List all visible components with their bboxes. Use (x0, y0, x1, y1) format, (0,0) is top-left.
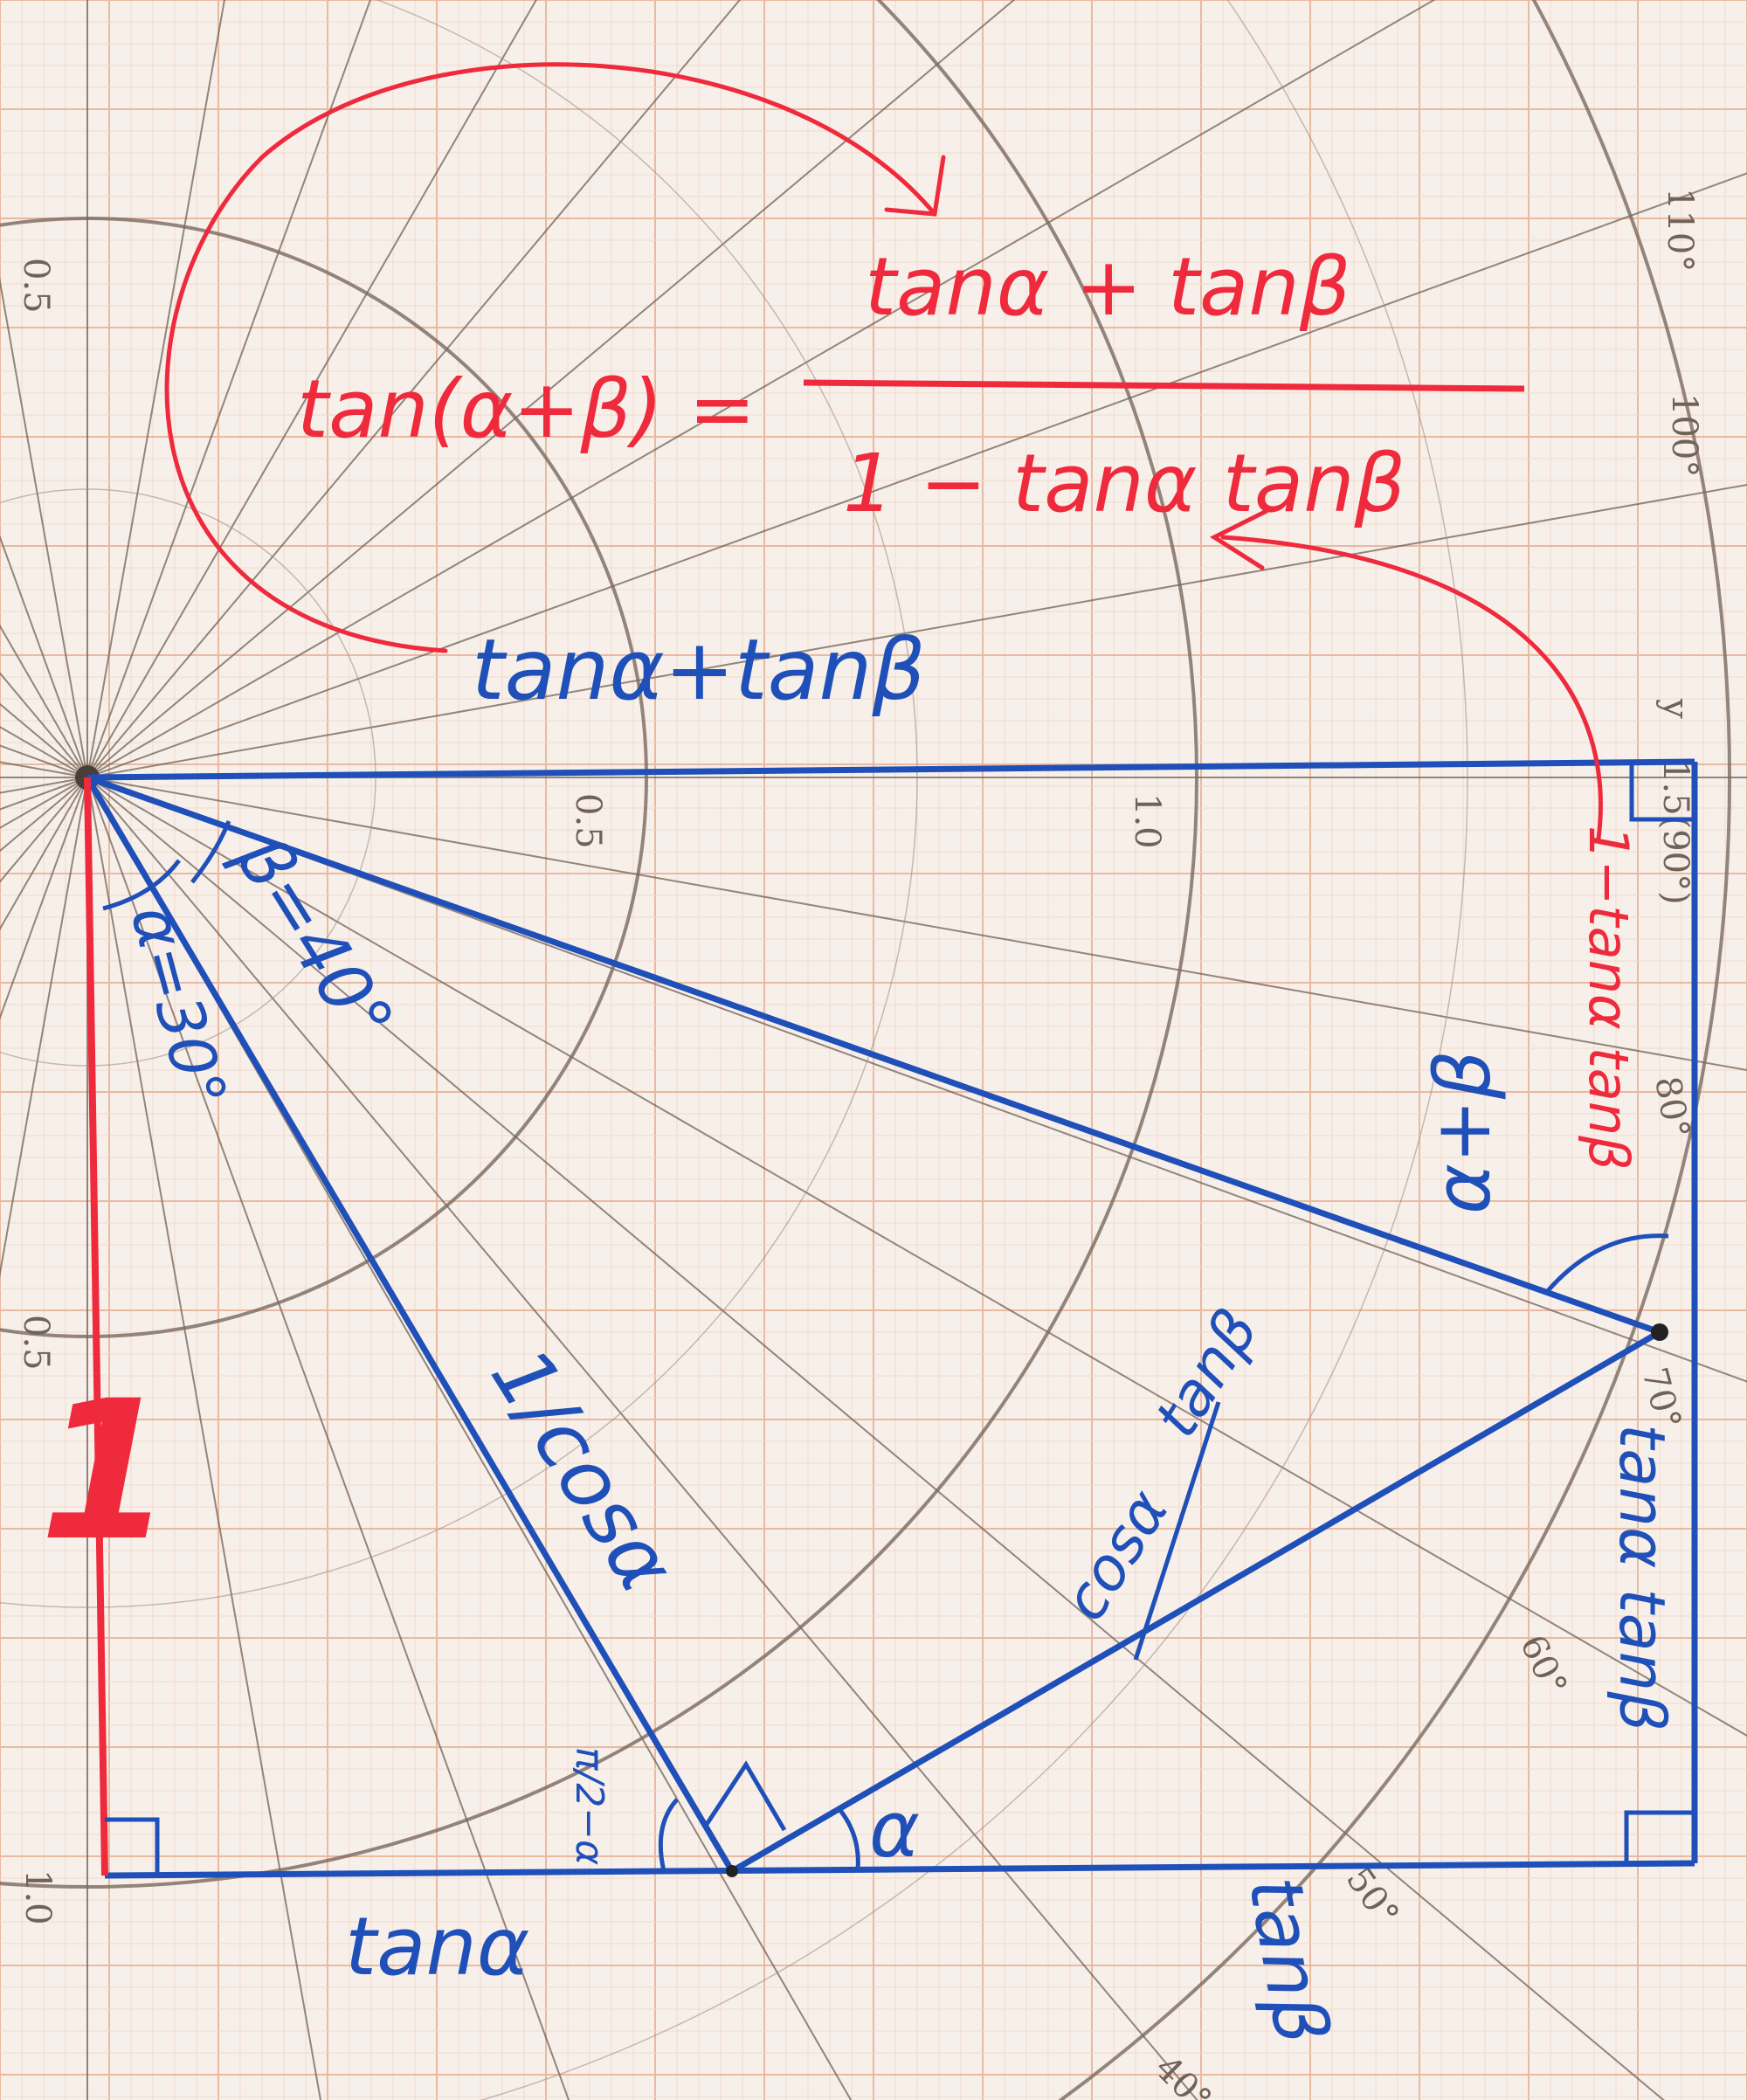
scale-left-top: 0.5 (16, 258, 56, 314)
radial-line (86, 0, 225, 778)
label-bottom-tan-alpha: tanα (345, 1900, 529, 1993)
fine-arc (478, 0, 1468, 2100)
bottom-side-line (104, 1860, 1695, 1879)
scale-deg-110: 110° (1660, 188, 1700, 272)
unit-side-line (84, 777, 108, 1876)
formula-denominator: 1 − tanα tanβ (843, 437, 1405, 530)
label-right-lower: tanα tanβ (1605, 1424, 1679, 1731)
angle-arc-pi-half-minus-alpha (658, 1798, 679, 1872)
label-unit-side: 1 (39, 1359, 173, 1583)
radial-line (86, 777, 1665, 2100)
radial-line (0, 777, 88, 1278)
angle-arc-beta-top (190, 820, 231, 884)
radial-line (86, 0, 1436, 778)
right-angle-mark-foot (703, 1760, 787, 1832)
scale-top-0-5: 0.5 (568, 793, 608, 849)
radial-line (86, 777, 1747, 1072)
tanbeta-over-cosalpha-segment (730, 1329, 1661, 1875)
formula-numerator: tanα + tanβ (865, 240, 1350, 334)
radial-line (86, 777, 1747, 1737)
formula-lhs: tan(α+β) = (297, 363, 756, 456)
radial-line (86, 0, 537, 778)
label-tanbeta-cosalpha-bar (1133, 1401, 1221, 1661)
right-angle-mark-bottom-left (105, 1817, 160, 1874)
scale-right-y: y (1655, 698, 1695, 719)
ray-alpha-plus-beta (86, 774, 1661, 1336)
fine-arc (0, 0, 918, 1608)
red-unit-side (84, 777, 108, 1876)
radial-line (86, 172, 1747, 778)
radial-line (86, 777, 853, 2100)
label-top-side: tanα+tanβ (472, 621, 926, 719)
arrow-numerator-head (884, 155, 946, 217)
angle-arc-alpha-top (102, 859, 181, 911)
right-angle-marks (105, 763, 1693, 1874)
radial-line (86, 483, 1747, 778)
hypotenuse-1-over-cos-alpha (84, 776, 735, 1873)
arc-radius-0-5 (0, 217, 648, 1338)
label-pi-half-minus-alpha: π/2−α (567, 1747, 611, 1865)
blue-construction (84, 758, 1698, 1879)
arrow-denominator-curve (1220, 535, 1603, 841)
radial-line (86, 777, 1198, 2100)
angle-arc-alpha-plus-beta (1544, 1233, 1669, 1295)
radial-line (86, 777, 1747, 1383)
radial-line (86, 0, 742, 778)
red-arrows (164, 62, 1603, 841)
vertex-points (726, 1323, 1668, 1877)
angle-arcs (102, 820, 1669, 1872)
angle-arc-alpha-foot (837, 1806, 860, 1870)
label-angle-sum: α+β (1418, 1050, 1508, 1214)
scale-left-bottom: 1.0 (17, 1869, 58, 1925)
vertex-point-alpha-plus-beta (1651, 1323, 1668, 1341)
scale-top-1-0: 1.0 (1127, 793, 1167, 849)
vertex-point-foot (726, 1865, 738, 1877)
radial-line (86, 0, 1016, 778)
radial-line (86, 0, 371, 778)
arrow-denominator-head (1209, 508, 1269, 570)
identity-formula: tan(α+β) = tanα + tanβ 1 − tanα tanβ (297, 240, 1525, 530)
radial-line (0, 277, 88, 778)
right-angle-mark-bottom-right (1624, 1810, 1693, 1864)
arrow-numerator-curve (164, 62, 937, 653)
right-angle-mark-top-right (1629, 763, 1693, 822)
label-alpha-at-foot: α (869, 1785, 920, 1875)
scale-left-mid: 0.5 (16, 1315, 56, 1371)
radial-line (86, 777, 570, 2100)
formula-fraction-bar (803, 379, 1525, 392)
scale-right-150: 1.5(90°) (1655, 760, 1695, 905)
scale-deg-100: 100° (1664, 393, 1704, 477)
top-side-line (86, 758, 1695, 781)
red-labels: 1 1−tanα tanβ (39, 825, 1640, 1583)
arc-radius-1-0 (0, 0, 1198, 1889)
label-right-upper: 1−tanα tanβ (1577, 825, 1640, 1171)
radial-line (86, 777, 321, 2100)
